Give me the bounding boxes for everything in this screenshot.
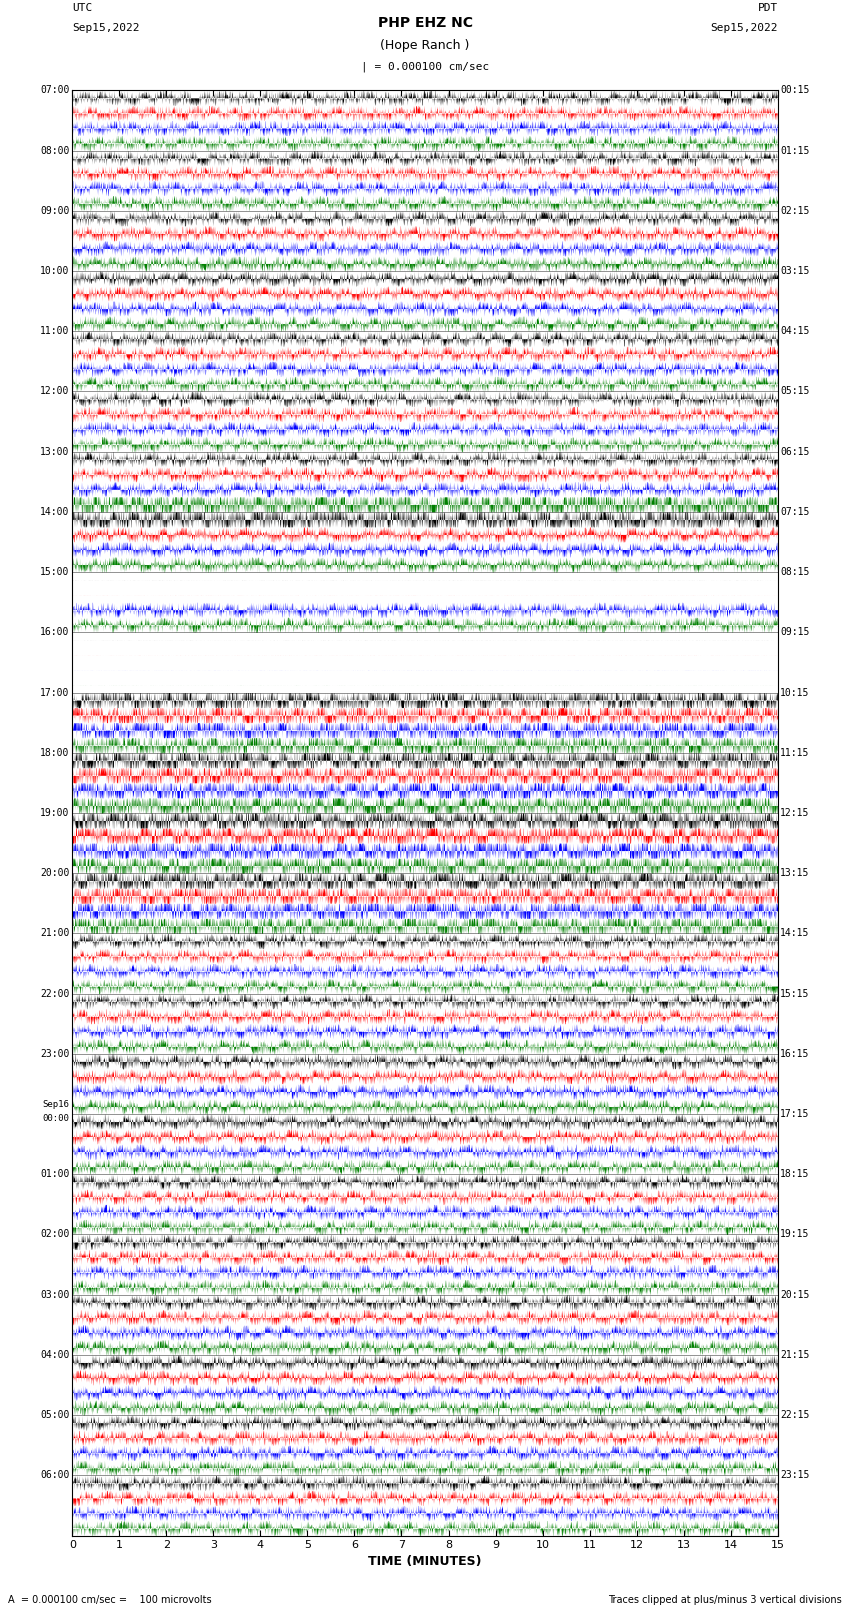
Text: PHP EHZ NC: PHP EHZ NC: [377, 16, 473, 31]
Text: 18:15: 18:15: [780, 1169, 810, 1179]
Text: 12:15: 12:15: [780, 808, 810, 818]
Text: 09:00: 09:00: [40, 206, 70, 216]
Text: 01:00: 01:00: [40, 1169, 70, 1179]
Text: 22:15: 22:15: [780, 1410, 810, 1419]
Text: 15:00: 15:00: [40, 568, 70, 577]
Text: A  = 0.000100 cm/sec =    100 microvolts: A = 0.000100 cm/sec = 100 microvolts: [8, 1595, 212, 1605]
Text: 23:15: 23:15: [780, 1471, 810, 1481]
Text: 21:00: 21:00: [40, 929, 70, 939]
Text: 19:15: 19:15: [780, 1229, 810, 1239]
Text: 09:15: 09:15: [780, 627, 810, 637]
Text: Sep16: Sep16: [42, 1100, 70, 1110]
Text: 01:15: 01:15: [780, 145, 810, 155]
Text: 15:15: 15:15: [780, 989, 810, 998]
Text: 04:15: 04:15: [780, 326, 810, 336]
Text: 19:00: 19:00: [40, 808, 70, 818]
Text: Traces clipped at plus/minus 3 vertical divisions: Traces clipped at plus/minus 3 vertical …: [608, 1595, 842, 1605]
Text: 21:15: 21:15: [780, 1350, 810, 1360]
Text: 18:00: 18:00: [40, 748, 70, 758]
Text: 10:00: 10:00: [40, 266, 70, 276]
Text: 07:00: 07:00: [40, 85, 70, 95]
Text: 16:15: 16:15: [780, 1048, 810, 1058]
Text: PDT: PDT: [757, 3, 778, 13]
Text: 03:00: 03:00: [40, 1290, 70, 1300]
Text: 14:15: 14:15: [780, 929, 810, 939]
Text: 22:00: 22:00: [40, 989, 70, 998]
Text: | = 0.000100 cm/sec: | = 0.000100 cm/sec: [361, 61, 489, 73]
Text: 05:15: 05:15: [780, 387, 810, 397]
Text: 00:00: 00:00: [42, 1115, 70, 1123]
Text: 20:00: 20:00: [40, 868, 70, 877]
Text: 08:00: 08:00: [40, 145, 70, 155]
Text: 08:15: 08:15: [780, 568, 810, 577]
Text: 02:00: 02:00: [40, 1229, 70, 1239]
Text: 00:15: 00:15: [780, 85, 810, 95]
Text: 17:00: 17:00: [40, 687, 70, 697]
Text: Sep15,2022: Sep15,2022: [72, 23, 139, 32]
Text: 13:15: 13:15: [780, 868, 810, 877]
Text: 11:15: 11:15: [780, 748, 810, 758]
Text: 11:00: 11:00: [40, 326, 70, 336]
X-axis label: TIME (MINUTES): TIME (MINUTES): [368, 1555, 482, 1568]
Text: 06:00: 06:00: [40, 1471, 70, 1481]
Text: 10:15: 10:15: [780, 687, 810, 697]
Text: 04:00: 04:00: [40, 1350, 70, 1360]
Text: 13:00: 13:00: [40, 447, 70, 456]
Text: 03:15: 03:15: [780, 266, 810, 276]
Text: 16:00: 16:00: [40, 627, 70, 637]
Text: 14:00: 14:00: [40, 506, 70, 516]
Text: 20:15: 20:15: [780, 1290, 810, 1300]
Text: 12:00: 12:00: [40, 387, 70, 397]
Text: (Hope Ranch ): (Hope Ranch ): [380, 39, 470, 52]
Text: UTC: UTC: [72, 3, 93, 13]
Text: 17:15: 17:15: [780, 1110, 810, 1119]
Text: 05:00: 05:00: [40, 1410, 70, 1419]
Text: Sep15,2022: Sep15,2022: [711, 23, 778, 32]
Text: 06:15: 06:15: [780, 447, 810, 456]
Text: 02:15: 02:15: [780, 206, 810, 216]
Text: 23:00: 23:00: [40, 1048, 70, 1058]
Text: 07:15: 07:15: [780, 506, 810, 516]
